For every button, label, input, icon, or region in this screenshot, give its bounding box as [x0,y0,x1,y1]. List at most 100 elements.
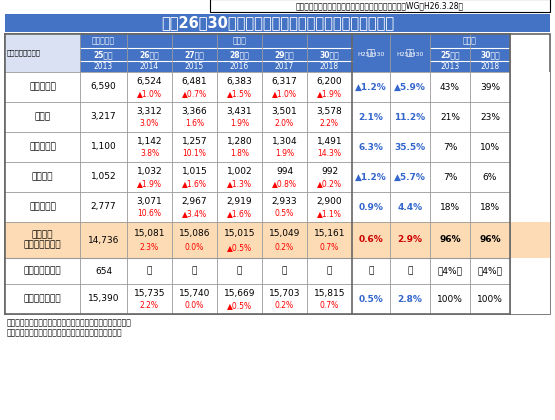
Text: ▲0.8%: ▲0.8% [272,179,297,188]
Text: 0.9%: 0.9% [359,202,384,212]
Text: 1.9%: 1.9% [275,149,294,158]
Bar [80,61,127,72]
Text: 2.1%: 2.1% [359,113,384,121]
Text: ▲0.5%: ▲0.5% [227,244,252,252]
Bar [262,61,307,72]
Bar [430,48,470,61]
Bar [307,48,352,61]
Text: 2013: 2013 [440,62,460,71]
Text: ▲3.4%: ▲3.4% [182,209,207,218]
Bar [5,222,550,258]
Text: 23%: 23% [480,113,500,121]
Text: 0.5%: 0.5% [359,294,384,304]
Bar [5,284,550,314]
Bar [5,102,550,132]
Text: ▲1.2%: ▲1.2% [355,82,387,92]
Text: 2018: 2018 [320,62,339,71]
Bar [262,48,307,61]
Text: 1,052: 1,052 [90,173,117,181]
Bar [5,192,550,222]
Text: －: － [369,267,374,276]
Text: 100%: 100% [437,294,463,304]
Text: 3,501: 3,501 [271,108,297,116]
Bar [217,61,262,72]
Text: 992: 992 [321,168,338,176]
Bar [127,34,352,48]
Bar [5,34,550,314]
Text: 1,280: 1,280 [226,137,253,147]
Text: （注１）上段の数字は液化石油ガス内需量　　単位：千トン: （注１）上段の数字は液化石油ガス内需量 単位：千トン [7,318,132,327]
Text: 96%: 96% [439,236,461,244]
Text: 0.2%: 0.2% [275,301,294,310]
Text: 2,900: 2,900 [317,197,342,206]
Text: （注２）下段の数字は前年度比　　　　　　　単位：％: （注２）下段の数字は前年度比 単位：％ [7,328,123,337]
Text: 自動車用: 自動車用 [32,173,53,181]
Bar [5,72,550,102]
Text: 1,015: 1,015 [181,168,208,176]
Text: ▲1.6%: ▲1.6% [182,179,207,188]
Text: 15,015: 15,015 [224,229,255,239]
Text: 0.7%: 0.7% [320,244,339,252]
Text: 3,312: 3,312 [137,108,162,116]
Text: 15,161: 15,161 [314,229,345,239]
Text: 0.0%: 0.0% [185,244,204,252]
Text: 18%: 18% [440,202,460,212]
Text: 2,967: 2,967 [181,197,208,206]
Text: 25年度: 25年度 [94,50,113,59]
Text: ▲5.7%: ▲5.7% [394,173,426,181]
Text: 1.6%: 1.6% [185,119,204,128]
Text: 0.6%: 0.6% [359,236,384,244]
Text: 10.1%: 10.1% [183,149,206,158]
Text: 2.8%: 2.8% [397,294,422,304]
Text: （4%）: （4%） [477,267,502,276]
Text: ▲0.7%: ▲0.7% [182,89,207,98]
Text: 需要計（参考）: 需要計（参考） [24,294,61,304]
Text: 15,081: 15,081 [134,229,165,239]
Text: 需要合計
（電力用除く）: 需要合計 （電力用除く） [24,230,61,250]
Bar [127,48,172,61]
Text: 4.4%: 4.4% [397,202,422,212]
Text: 構成比: 構成比 [463,37,477,45]
Bar [5,258,550,284]
Bar [470,48,510,61]
Text: 3.8%: 3.8% [140,149,159,158]
Text: ▲1.1%: ▲1.1% [317,209,342,218]
Text: 6,383: 6,383 [226,77,253,87]
Text: －: － [192,267,197,276]
Text: 2016: 2016 [230,62,249,71]
Text: 2.2%: 2.2% [320,119,339,128]
Text: 6.3%: 6.3% [359,142,384,152]
Text: 15,086: 15,086 [179,229,210,239]
Text: ▲1.0%: ▲1.0% [272,89,297,98]
Text: 0.2%: 0.2% [275,244,294,252]
Bar [172,61,217,72]
Text: 2014: 2014 [140,62,159,71]
Text: 28年度: 28年度 [230,50,249,59]
Text: 994: 994 [276,168,293,176]
Text: 0.7%: 0.7% [320,301,339,310]
Text: （単位：千トン）: （単位：千トン） [7,50,41,56]
Text: ▲1.0%: ▲1.0% [137,89,162,98]
Text: 1,002: 1,002 [226,168,253,176]
Text: 15,703: 15,703 [269,289,300,298]
Text: 化学原料用: 化学原料用 [29,202,56,212]
Bar [430,61,470,72]
Text: 2.9%: 2.9% [397,236,422,244]
Text: ▲1.3%: ▲1.3% [227,179,252,188]
Bar [307,61,352,72]
Text: 6,590: 6,590 [90,82,117,92]
Text: －: － [407,267,413,276]
Text: 6%: 6% [483,173,497,181]
Text: 1,304: 1,304 [272,137,297,147]
Bar [5,34,80,72]
Text: 3,578: 3,578 [316,108,342,116]
Text: 2018: 2018 [481,62,500,71]
Text: 7%: 7% [443,173,457,181]
Text: 2.0%: 2.0% [275,119,294,128]
Text: 96%: 96% [479,236,501,244]
Text: 15,815: 15,815 [314,289,345,298]
Text: 15,390: 15,390 [88,294,119,304]
Text: 7%: 7% [443,142,457,152]
Text: ▲1.9%: ▲1.9% [317,89,342,98]
Text: 1.9%: 1.9% [230,119,249,128]
